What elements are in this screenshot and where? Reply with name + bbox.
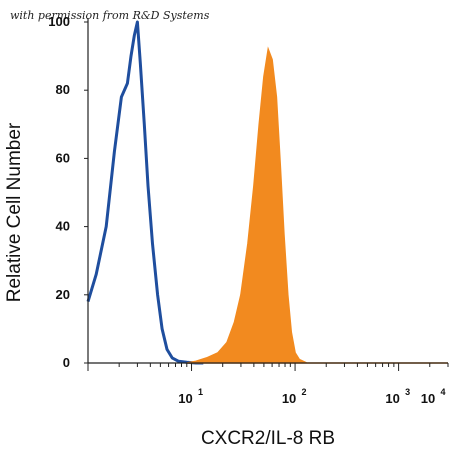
y-tick-label: 60	[56, 150, 70, 165]
control-histogram-line	[86, 20, 204, 365]
y-tick-label: 100	[48, 14, 70, 29]
y-axis-label: Relative Cell Number	[4, 122, 25, 302]
x-tick-exponent: 1	[198, 387, 203, 397]
x-tick-label: 10	[421, 391, 435, 406]
permission-watermark: with permission from R&D Systems	[10, 9, 210, 22]
x-tick-exponent: 2	[302, 387, 307, 397]
plot-area	[86, 20, 448, 365]
y-tick-label: 20	[56, 287, 70, 302]
y-tick-label: 40	[56, 219, 70, 234]
x-tick-exponent: 3	[405, 387, 410, 397]
x-tick-exponent: 4	[440, 387, 445, 397]
x-tick-label: 10	[385, 391, 399, 406]
y-tick-label: 80	[56, 82, 70, 97]
axes: 0 20 40 60 80 100 10 1 10 2 10 3 10 4	[48, 14, 449, 406]
x-tick-label: 10	[282, 391, 296, 406]
x-tick-label: 10	[178, 391, 192, 406]
stained-histogram-area	[186, 46, 448, 364]
x-axis-label: CXCR2/IL-8 RB	[201, 428, 335, 449]
y-tick-label: 0	[63, 355, 70, 370]
